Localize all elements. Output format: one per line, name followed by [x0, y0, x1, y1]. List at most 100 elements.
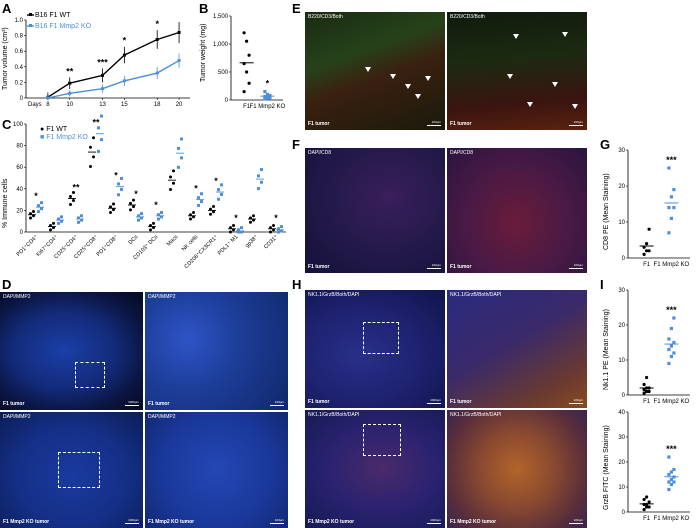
y-tick-label: 20 [16, 208, 23, 214]
y-tick-label: 40 [16, 187, 23, 193]
data-point [129, 201, 132, 205]
scale-bar [125, 523, 139, 524]
data-point [52, 221, 55, 225]
y-tick-label: 0 [622, 393, 626, 399]
data-point [667, 361, 671, 366]
significance-mark: ** [72, 183, 80, 193]
data-point [57, 217, 60, 221]
data-point [177, 59, 181, 63]
data-point [642, 388, 646, 392]
data-point [97, 149, 100, 153]
h-caption-2: F1 tumor [450, 399, 472, 405]
data-point [37, 210, 40, 214]
inset-box [363, 424, 401, 456]
scale-bar [569, 523, 583, 524]
data-point [237, 228, 240, 232]
data-point [72, 190, 75, 194]
significance-mark: *** [666, 155, 677, 165]
d-caption-4: F1 Mmp2 KO tumor [148, 519, 195, 525]
data-point [192, 211, 195, 215]
data-point [169, 175, 172, 179]
data-point [669, 195, 673, 199]
data-point [137, 218, 140, 222]
data-point [155, 71, 159, 75]
x-tick-label: 13 [99, 102, 106, 108]
y-tick-label: 10 [618, 485, 625, 491]
scale-bar [125, 405, 139, 406]
data-point [89, 145, 92, 149]
data-point [220, 192, 223, 196]
y-tick-label: 500 [218, 70, 229, 76]
h-caption-4: F1 Mmp2 KO tumor [450, 519, 497, 525]
data-point [669, 482, 673, 487]
y-tick-label: 0.8 [15, 34, 24, 40]
d-image-wt-overview: DAPI/MMP2 F1 tumor 1000μm [0, 292, 143, 410]
data-point [197, 203, 200, 207]
data-point [101, 87, 105, 91]
data-point [247, 81, 251, 85]
x-tick-label: F1 Mmp2 KO [250, 104, 286, 110]
data-point [240, 226, 243, 230]
data-point [220, 183, 223, 187]
data-point [260, 180, 263, 184]
f-label-2: DAPI/CD8 [450, 150, 474, 156]
data-point [669, 470, 673, 474]
y-tick-label: 80 [16, 144, 23, 150]
data-point [645, 375, 649, 380]
data-point [132, 205, 135, 209]
data-point [280, 225, 283, 229]
panel-letter-f: F [292, 137, 300, 152]
x-tick-label: F1 [643, 516, 651, 522]
d-scalebar-4: 100μm [274, 518, 284, 522]
data-point [189, 217, 192, 221]
data-point [277, 230, 280, 234]
d-label-4: DAPI/MMP2 [148, 414, 176, 420]
scale-bar [569, 268, 583, 269]
data-point [140, 216, 143, 220]
y-tick-label: 0 [622, 510, 626, 516]
data-point [89, 164, 92, 168]
data-point [672, 188, 676, 192]
scale-bar [427, 125, 441, 126]
x-axis-label: Days [28, 102, 42, 108]
data-point [29, 216, 32, 220]
cd8-chart: 0 10 20 30 F1 F1 Mmp2 KO *** [618, 148, 690, 268]
y-tick-label: 10 [618, 358, 625, 364]
data-point [122, 53, 126, 57]
data-point [645, 495, 649, 499]
significance-mark: * [214, 176, 218, 186]
h-caption-1: F1 tumor [308, 399, 330, 405]
data-point [245, 39, 249, 43]
data-point [97, 126, 100, 130]
significance-mark: * [134, 189, 138, 199]
data-point [77, 220, 80, 224]
data-point [77, 216, 80, 220]
data-point [268, 96, 272, 100]
data-point [80, 214, 83, 218]
h-scalebar-2: 100μm [573, 398, 583, 402]
significance-mark: *** [666, 305, 677, 315]
significance-mark: * [155, 19, 159, 29]
d-image-ko-zoom: DAPI/MMP2 F1 Mmp2 KO tumor 100μm [145, 412, 288, 528]
significance-mark: *** [97, 57, 108, 67]
significance-mark: ** [92, 118, 100, 128]
significance-mark: * [123, 36, 127, 46]
data-point [120, 187, 123, 191]
data-point [265, 96, 269, 100]
y-tick-label: 40 [618, 410, 625, 416]
series-line-ko [47, 59, 180, 99]
y-tick-label: 0 [225, 98, 229, 104]
h-label-2: NK1.1/GrzB/Both/DAPI [450, 292, 502, 298]
data-point [197, 196, 200, 200]
significance-mark: * [114, 171, 118, 181]
h-caption-3: F1 Mmp2 KO tumor [308, 519, 355, 525]
data-point [269, 230, 272, 234]
data-point [155, 38, 159, 41]
data-point [92, 136, 95, 140]
y-tick-label: 0 [20, 230, 24, 236]
data-point [667, 487, 671, 492]
data-point [669, 477, 673, 482]
inset-box [58, 452, 100, 488]
y-tick-label: 0.2 [15, 80, 24, 86]
